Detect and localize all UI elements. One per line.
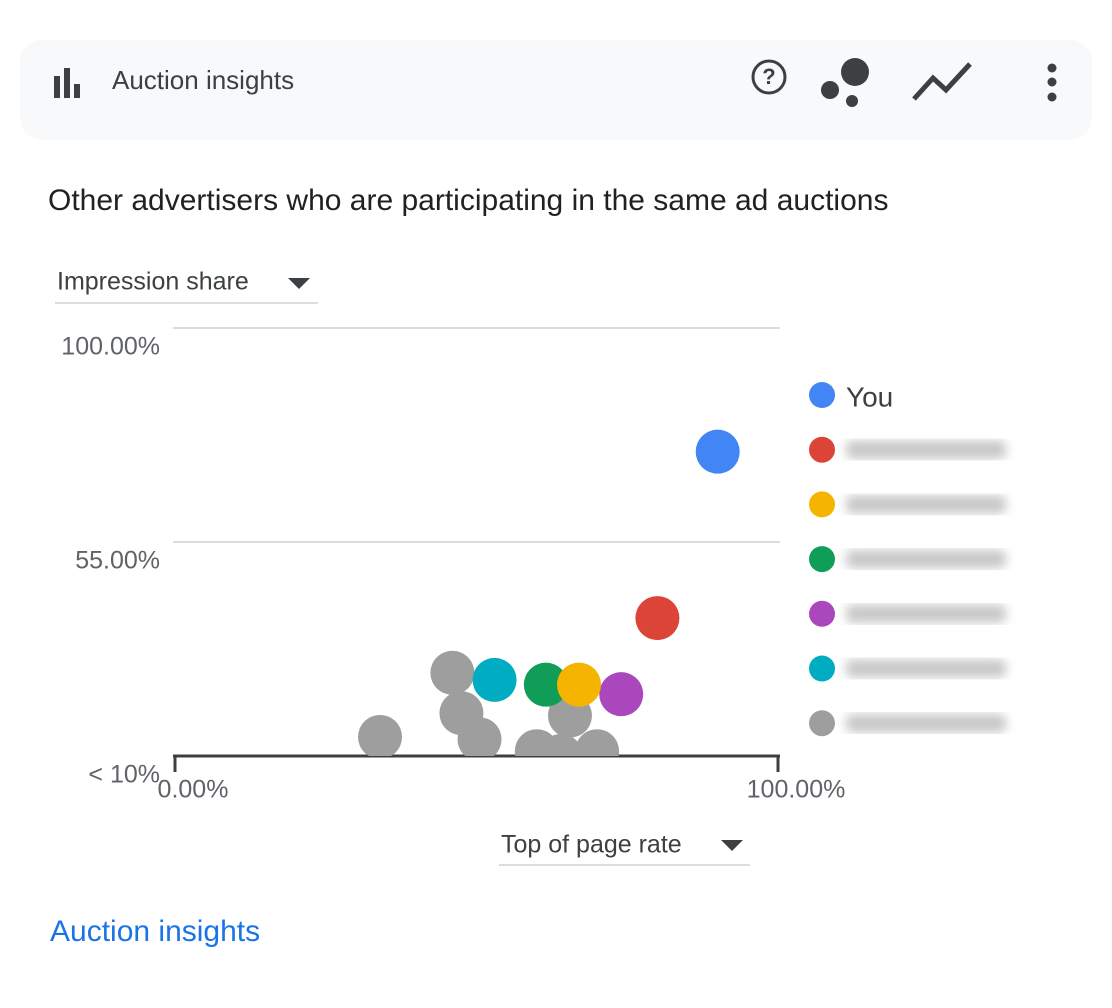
x-tick-label: 0.00% (158, 776, 229, 804)
y-tick-label: 55.00% (75, 547, 160, 575)
legend-label-redacted (846, 440, 1006, 459)
header-title: Auction insights (112, 65, 294, 95)
header-bar (20, 40, 1092, 140)
x-tick-label: 100.00% (747, 776, 846, 804)
x-axis-label: Top of page rate (501, 831, 682, 859)
legend-swatch (809, 710, 835, 737)
point (430, 650, 475, 695)
legend-swatch (809, 491, 835, 518)
point (538, 734, 583, 756)
point (557, 662, 602, 707)
legend-label-redacted (846, 550, 1006, 569)
legend-swatch (809, 546, 835, 573)
point (523, 662, 568, 707)
legend-swatch (809, 600, 835, 627)
more-icon[interactable] (1047, 63, 1057, 102)
plot: < 10% 55.00% 100.00% 0.00% 100.00% You (61, 327, 1006, 804)
legend-swatch (809, 382, 835, 408)
legend-label-redacted (846, 659, 1006, 678)
point (472, 657, 517, 702)
trend-icon[interactable] (912, 62, 972, 101)
legend-label-redacted (846, 495, 1006, 514)
point (695, 429, 740, 474)
legend-swatch (809, 436, 835, 463)
bar-chart-icon (54, 68, 80, 98)
chart-subtitle: Other advertisers who are participating … (48, 184, 888, 217)
y-axis-label: Impression share (57, 268, 249, 296)
point (599, 672, 644, 717)
legend-label-redacted (846, 604, 1006, 623)
point (457, 717, 502, 756)
legend: You (809, 381, 1006, 737)
point (358, 714, 403, 756)
y-tick-label: 100.00% (61, 333, 160, 361)
svg-text:?: ? (762, 64, 775, 89)
help-icon[interactable]: ? (751, 59, 787, 95)
auction-insights-link[interactable]: Auction insights (50, 915, 260, 948)
y-tick-label: < 10% (88, 761, 160, 789)
legend-label-redacted (846, 714, 1006, 733)
x-metric-dropdown[interactable]: Top of page rate (499, 831, 750, 866)
points (358, 429, 740, 756)
point (575, 729, 620, 756)
y-metric-dropdown[interactable]: Impression share (55, 268, 318, 304)
scatter-icon[interactable] (821, 58, 869, 107)
point (635, 596, 680, 641)
legend-swatch (809, 655, 835, 682)
legend-label: You (846, 381, 893, 412)
